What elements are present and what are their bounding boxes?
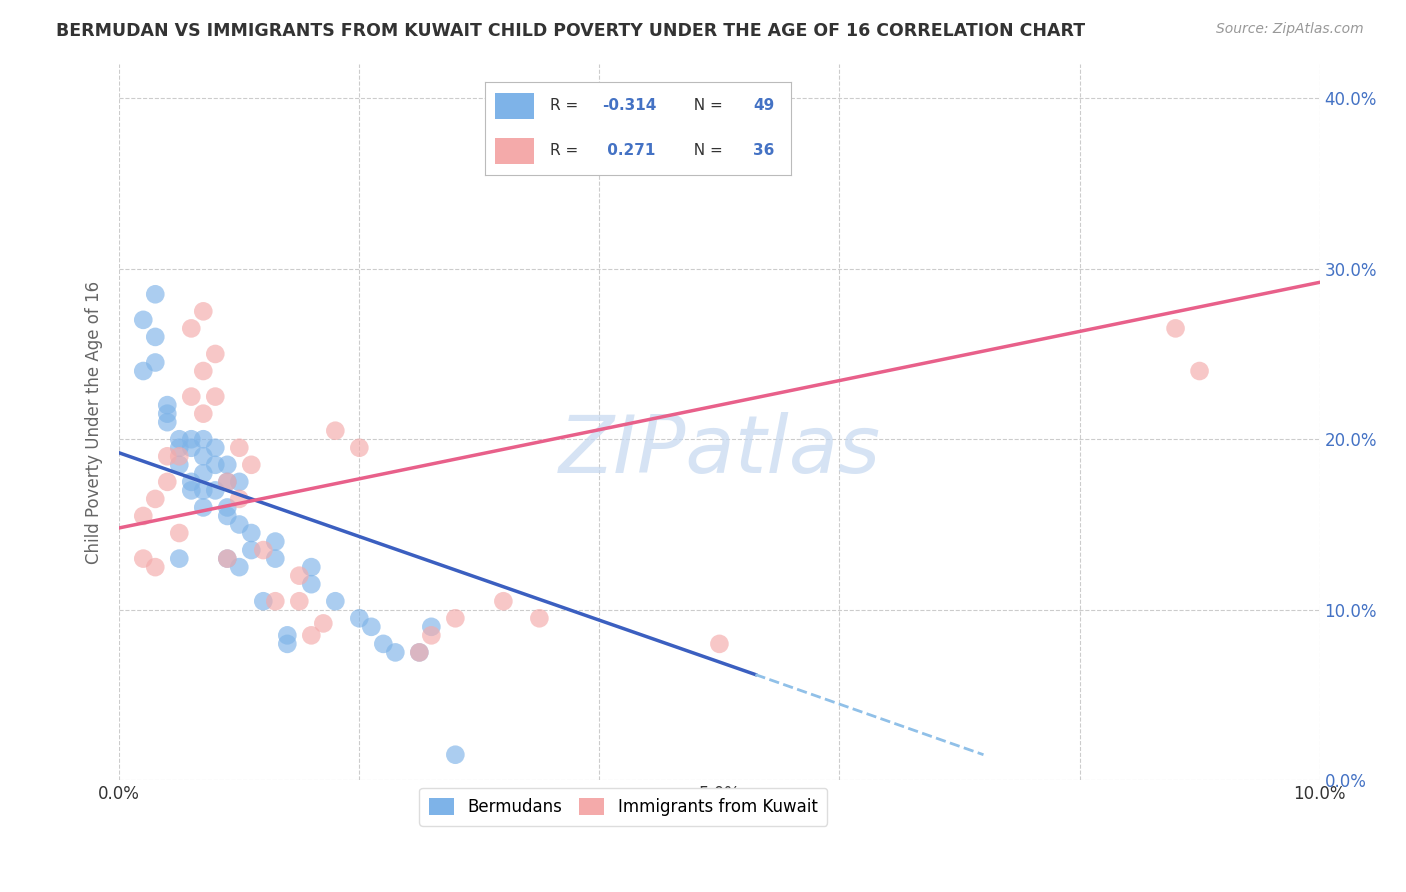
Point [408,645,430,659]
Point [193,432,215,446]
Point [217,475,239,489]
Point [156,450,179,464]
Point [217,551,239,566]
Point [217,551,239,566]
Point [193,483,215,498]
Point [312,616,335,631]
Point [240,458,263,472]
Point [264,551,287,566]
Point [288,568,311,582]
Point [169,551,191,566]
Point [444,747,467,762]
Point [169,526,191,541]
Point [276,628,298,642]
Point [420,628,443,642]
Point [264,534,287,549]
Point [132,313,155,327]
Point [217,458,239,472]
Point [299,560,322,574]
Point [180,483,202,498]
Point [193,450,215,464]
Point [193,467,215,481]
Point [180,321,202,335]
Point [252,594,274,608]
Point [228,441,250,455]
Point [193,364,215,378]
Point [373,637,395,651]
Point [193,304,215,318]
Point [180,475,202,489]
Point [276,637,298,651]
Point [349,611,371,625]
Point [193,407,215,421]
Point [143,330,166,344]
Point [1188,364,1211,378]
Point [132,508,155,523]
Point [217,508,239,523]
Point [169,432,191,446]
Point [408,645,430,659]
Point [360,620,382,634]
Point [288,594,311,608]
Point [240,543,263,558]
Point [444,611,467,625]
Point [299,577,322,591]
Point [180,390,202,404]
Point [228,475,250,489]
Point [529,611,551,625]
Point [228,560,250,574]
Point [169,458,191,472]
Point [169,441,191,455]
Point [299,628,322,642]
Point [217,500,239,515]
Point [323,594,346,608]
Point [180,441,202,455]
Text: BERMUDAN VS IMMIGRANTS FROM KUWAIT CHILD POVERTY UNDER THE AGE OF 16 CORRELATION: BERMUDAN VS IMMIGRANTS FROM KUWAIT CHILD… [56,22,1085,40]
Point [169,450,191,464]
Point [204,458,226,472]
Point [156,415,179,429]
Point [228,517,250,532]
Point [384,645,406,659]
Point [217,475,239,489]
Point [204,441,226,455]
Point [204,347,226,361]
Point [323,424,346,438]
Point [204,390,226,404]
Point [143,560,166,574]
Point [132,551,155,566]
Text: Source: ZipAtlas.com: Source: ZipAtlas.com [1216,22,1364,37]
Point [349,441,371,455]
Point [252,543,274,558]
Point [204,483,226,498]
Legend: Bermudans, Immigrants from Kuwait: Bermudans, Immigrants from Kuwait [419,788,828,826]
Y-axis label: Child Poverty Under the Age of 16: Child Poverty Under the Age of 16 [86,281,103,564]
Point [143,491,166,506]
Point [1164,321,1187,335]
Point [709,637,731,651]
Point [492,594,515,608]
Text: ZIPatlas: ZIPatlas [558,412,880,490]
Point [264,594,287,608]
Point [156,475,179,489]
Point [180,432,202,446]
Point [156,407,179,421]
Point [132,364,155,378]
Point [193,500,215,515]
Point [156,398,179,412]
Point [240,526,263,541]
Point [228,491,250,506]
Point [143,355,166,369]
Point [420,620,443,634]
Point [143,287,166,301]
